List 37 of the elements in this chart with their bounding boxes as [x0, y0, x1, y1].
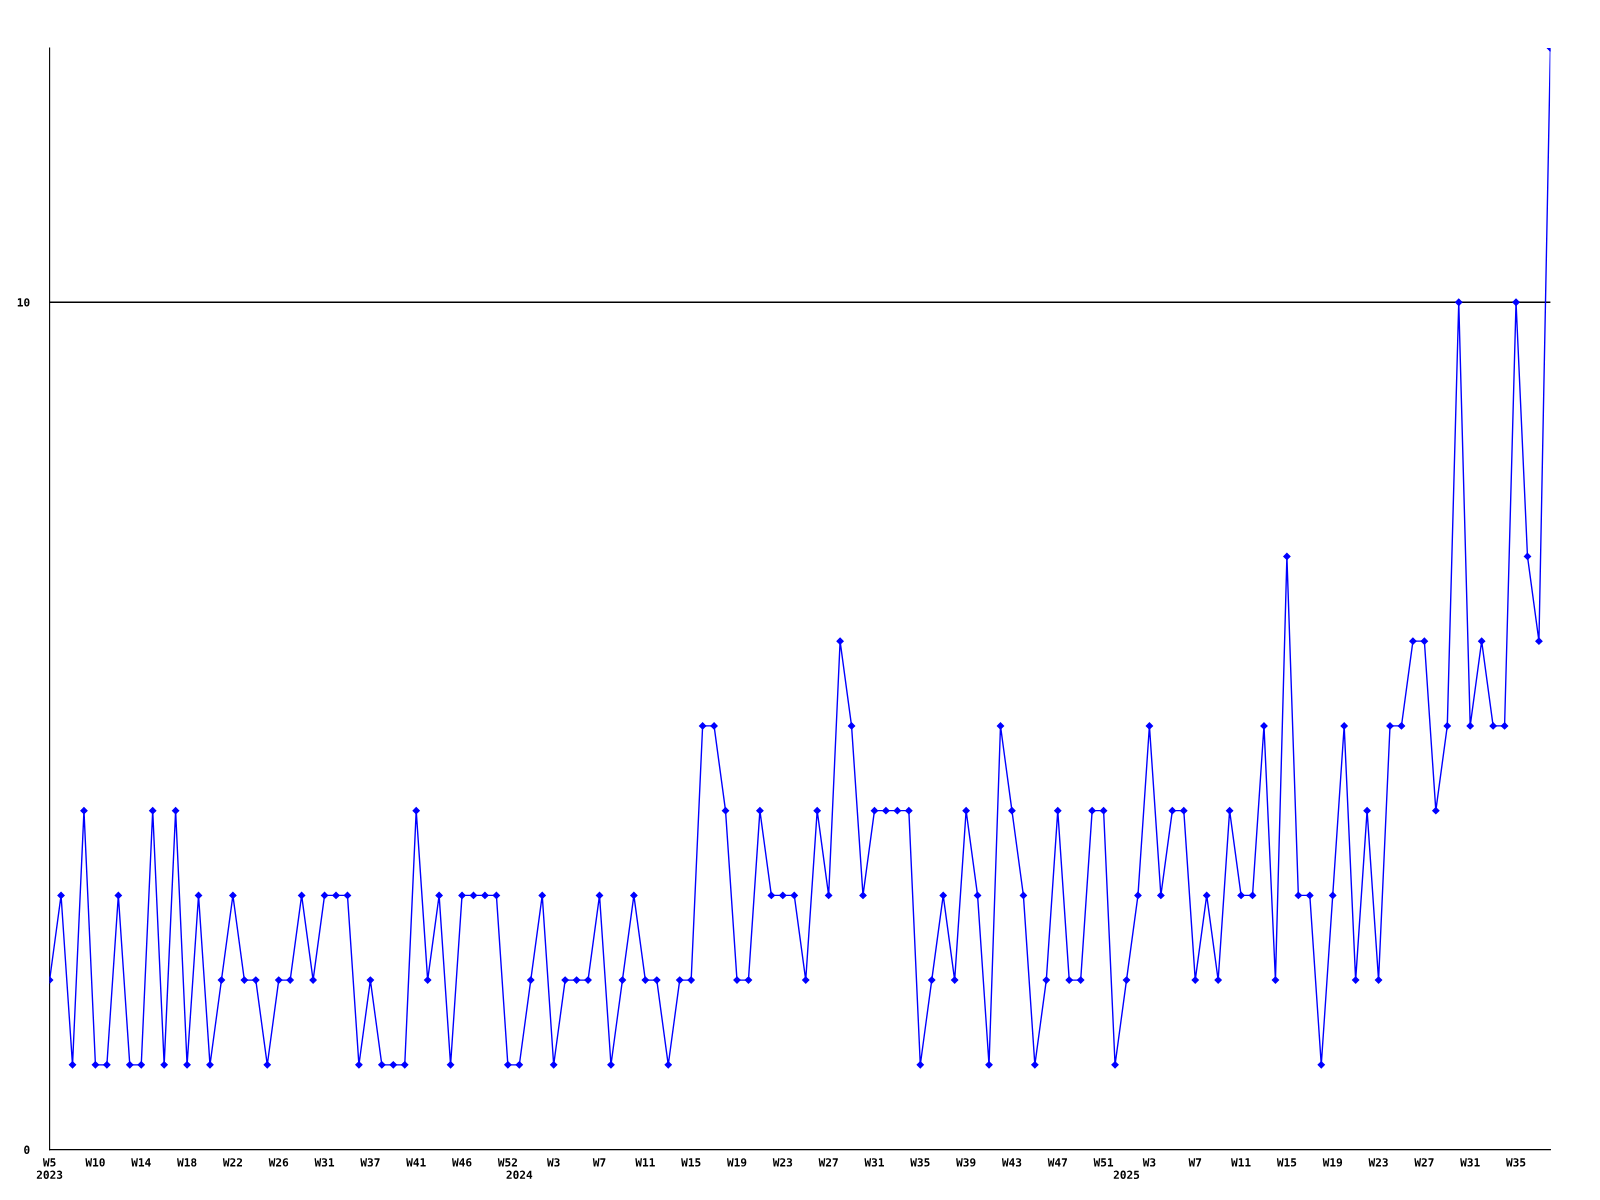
x-tick-label: W47	[1047, 1158, 1067, 1167]
x-tick-label: W35	[910, 1158, 930, 1167]
x-tick-label: W10	[85, 1158, 105, 1167]
x-tick-label: W19	[726, 1158, 747, 1167]
x-tick-label: W19	[1322, 1158, 1343, 1167]
x-tick-label: W5 2023	[36, 1158, 63, 1179]
x-tick-label: W43	[1001, 1158, 1022, 1167]
x-tick-label: W27	[818, 1158, 838, 1167]
x-tick-label: W7	[592, 1158, 606, 1167]
x-tick-label: W27	[1414, 1158, 1434, 1167]
x-tick-label: W11	[1231, 1158, 1251, 1167]
x-tick-label: W15	[1276, 1158, 1297, 1167]
y-tick-label: 0	[24, 1145, 30, 1154]
x-tick-label: 2024	[506, 1170, 533, 1179]
x-tick-label: W23	[1368, 1158, 1388, 1167]
x-tick-label: W11	[635, 1158, 655, 1167]
x-tick-label: W18	[177, 1158, 197, 1167]
x-tick-label: W41	[406, 1158, 426, 1167]
x-tick-label: W26	[268, 1158, 289, 1167]
x-tick-label: W31	[1460, 1158, 1480, 1167]
x-tick-label: W31	[314, 1158, 335, 1167]
x-tick-label: W51	[1093, 1158, 1114, 1167]
x-tick-label: W14	[131, 1158, 151, 1167]
x-tick-label: W35	[1506, 1158, 1526, 1167]
x-tick-label: W37	[360, 1158, 380, 1167]
x-tick-label: W3	[1142, 1158, 1156, 1167]
x-tick-label: 2025	[1113, 1170, 1140, 1179]
x-tick-label: W23	[772, 1158, 793, 1167]
y-tick-label: 10	[17, 298, 30, 307]
x-tick-label: W15	[681, 1158, 701, 1167]
x-tick-label: W46	[452, 1158, 472, 1167]
x-tick-label: W52	[497, 1158, 517, 1167]
x-tick-label: W39	[956, 1158, 976, 1167]
x-tick-label: W31	[864, 1158, 884, 1167]
x-tick-label: W3	[547, 1158, 560, 1167]
x-tick-label: W7	[1188, 1158, 1202, 1167]
x-tick-label: W22	[222, 1158, 243, 1167]
